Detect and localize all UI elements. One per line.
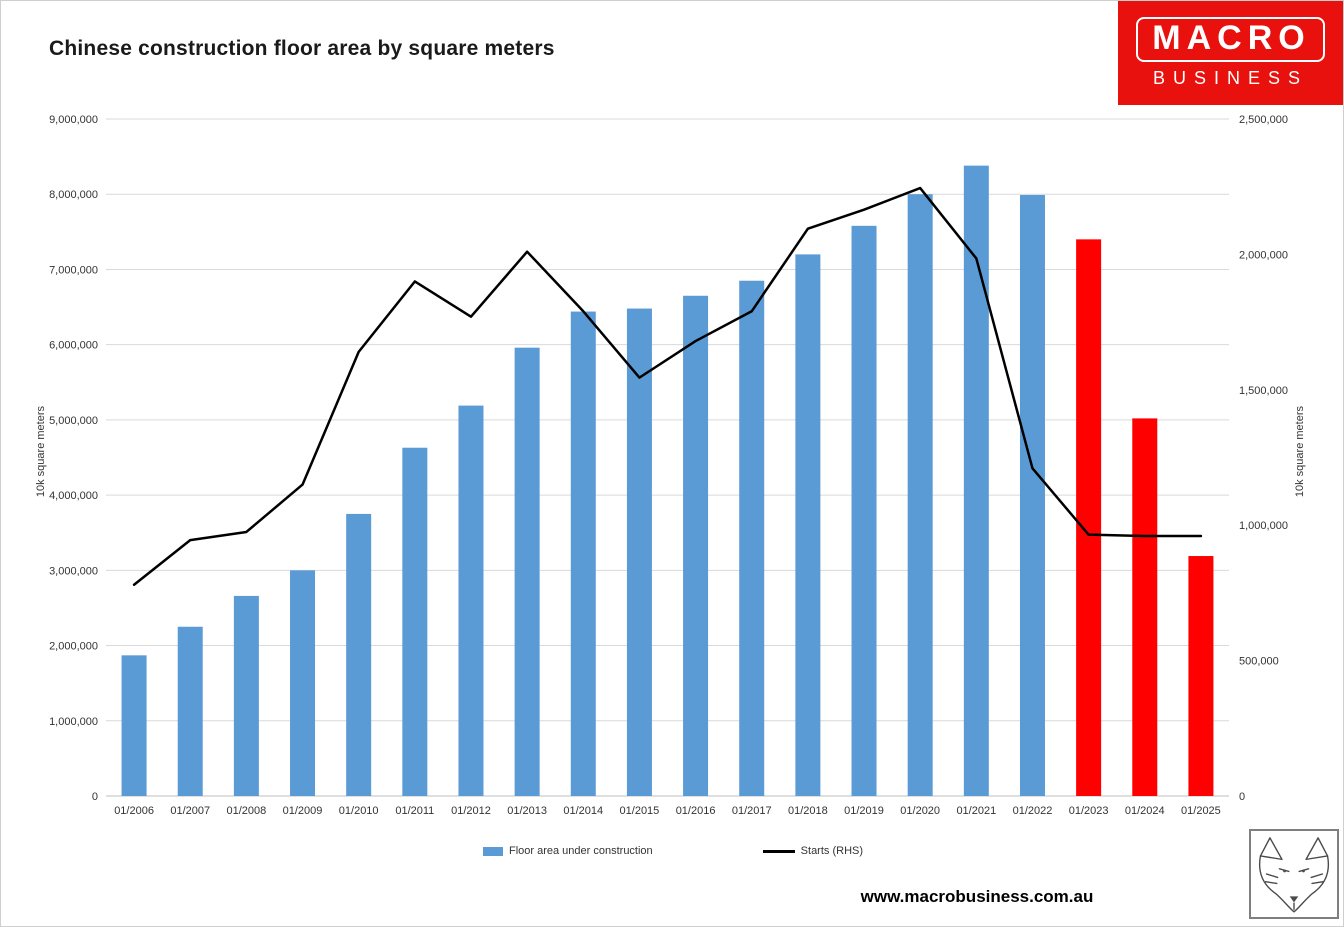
bar-01/2019 — [851, 225, 877, 796]
right-axis-tick: 1,500,000 — [1239, 385, 1288, 397]
bar-01/2006 — [121, 655, 147, 796]
left-axis-tick: 5,000,000 — [49, 415, 98, 427]
left-axis-tick: 1,000,000 — [49, 716, 98, 728]
website-url: www.macrobusiness.com.au — [860, 887, 1094, 906]
macrobusiness-logo: MACRO BUSINESS — [1118, 1, 1343, 105]
x-axis-tick: 01/2007 — [170, 805, 210, 817]
bar-01/2007 — [177, 626, 203, 796]
bar-01/2013 — [514, 347, 540, 796]
x-axis-tick: 01/2022 — [1013, 805, 1053, 817]
bar-01/2017 — [739, 280, 765, 796]
right-axis-tick: 1,000,000 — [1239, 520, 1288, 532]
left-axis-tick: 0 — [92, 791, 98, 803]
x-axis-tick: 01/2018 — [788, 805, 828, 817]
bar-01/2016 — [683, 295, 709, 796]
line-swatch — [762, 849, 795, 853]
left-axis-tick: 4,000,000 — [49, 490, 98, 502]
legend-item-floor-area: Floor area under construction — [482, 845, 653, 857]
x-axis-tick: 01/2006 — [114, 805, 154, 817]
left-axis-tick: 6,000,000 — [49, 340, 98, 352]
logo-text-business: BUSINESS — [1152, 68, 1309, 89]
right-axis-tick: 2,000,000 — [1239, 249, 1288, 261]
bar-01/2018 — [795, 254, 821, 796]
bar-01/2021 — [963, 165, 989, 796]
x-axis-tick: 01/2012 — [451, 805, 491, 817]
bar-01/2025 — [1188, 556, 1214, 796]
bar-01/2022 — [1019, 194, 1045, 797]
right-axis-tick: 0 — [1239, 791, 1245, 803]
bar-01/2008 — [233, 595, 259, 796]
x-axis-tick: 01/2021 — [956, 805, 996, 817]
x-axis-tick: 01/2010 — [339, 805, 379, 817]
left-axis-tick: 9,000,000 — [49, 114, 98, 126]
wolf-sketch — [1258, 837, 1330, 913]
x-axis-tick: 01/2014 — [563, 805, 603, 817]
legend-label-starts: Starts (RHS) — [800, 845, 864, 857]
x-axis-tick: 01/2016 — [676, 805, 716, 817]
bar-01/2012 — [458, 405, 484, 796]
bar-01/2009 — [290, 570, 316, 796]
bar-01/2023 — [1076, 239, 1102, 796]
x-axis-tick: 01/2008 — [226, 805, 266, 817]
bar-01/2014 — [570, 311, 596, 796]
left-axis-tick: 2,000,000 — [49, 641, 98, 653]
left-axis-tick: 8,000,000 — [49, 189, 98, 201]
x-axis-tick: 01/2020 — [900, 805, 940, 817]
x-axis-tick: 01/2019 — [844, 805, 884, 817]
bar-01/2024 — [1132, 418, 1158, 796]
x-axis-tick: 01/2013 — [507, 805, 547, 817]
left-axis-tick: 3,000,000 — [49, 565, 98, 577]
right-axis-tick: 2,500,000 — [1239, 114, 1288, 126]
x-axis-tick: 01/2011 — [395, 805, 434, 817]
x-axis-tick: 01/2024 — [1125, 805, 1165, 817]
logo-text-macro: MACRO — [1136, 16, 1325, 63]
legend-label-floor-area: Floor area under construction — [508, 845, 653, 857]
legend-item-starts: Starts (RHS) — [762, 845, 864, 857]
right-axis-tick: 500,000 — [1239, 656, 1279, 668]
left-axis-title: 10k square meters — [35, 406, 47, 498]
left-axis-tick: 7,000,000 — [49, 264, 98, 276]
x-axis-tick: 01/2017 — [732, 805, 772, 817]
bar-01/2020 — [907, 194, 933, 796]
bar-swatch — [482, 846, 503, 856]
x-axis-tick: 01/2015 — [620, 805, 660, 817]
bar-01/2010 — [346, 513, 372, 796]
x-axis-tick: 01/2009 — [283, 805, 323, 817]
legend: Floor area under construction Starts (RH… — [1, 845, 1343, 857]
starts-line — [132, 186, 1203, 587]
right-axis-title: 10k square meters — [1294, 406, 1306, 498]
wolf-logo — [1249, 829, 1339, 919]
chart-svg: 0 1,000,000 2,000,000 3,000,000 4,000,000 5,0… — [49, 114, 1288, 817]
bar-01/2011 — [402, 447, 428, 796]
bar-01/2015 — [626, 308, 652, 796]
x-axis-tick: 01/2025 — [1181, 805, 1221, 817]
x-axis-tick: 01/2023 — [1069, 805, 1109, 817]
page-title: Chinese construction floor area by squar… — [49, 37, 555, 60]
